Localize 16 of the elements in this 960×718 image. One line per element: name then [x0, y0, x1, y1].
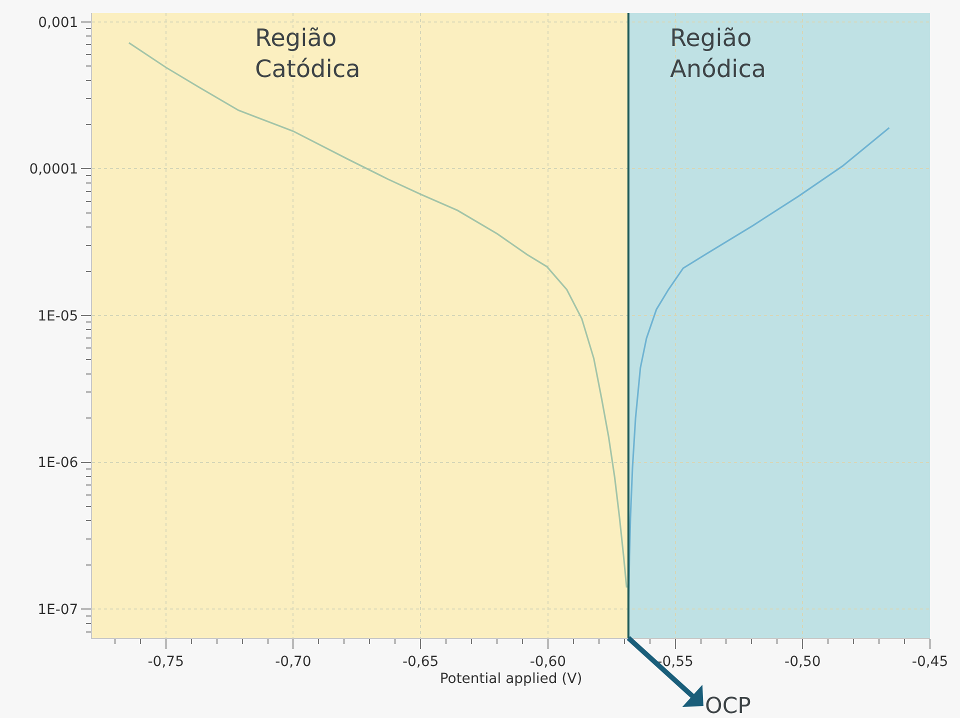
- ref-line-label: OCP: [705, 694, 751, 718]
- x-tick-label: -0,70: [275, 654, 312, 670]
- x-tick-label: -0,65: [402, 654, 439, 670]
- band-label: Região Catódica: [255, 24, 360, 84]
- x-tick-label: -0,50: [784, 654, 821, 670]
- x-tick-label: -0,55: [657, 654, 694, 670]
- y-tick-label: 0,001: [38, 14, 78, 31]
- band-label: Região Anódica: [670, 24, 766, 84]
- x-tick-label: -0,60: [530, 654, 566, 670]
- y-tick-label: 1E-05: [38, 308, 78, 324]
- y-tick-label: 1E-06: [38, 455, 78, 472]
- x-tick-label: -0,45: [912, 654, 948, 670]
- y-tick-label: 0,0001: [29, 162, 78, 178]
- x-axis-title: Potential applied (V): [440, 671, 582, 688]
- y-tick-label: 1E-07: [38, 602, 78, 618]
- x-tick-label: -0,75: [148, 654, 184, 670]
